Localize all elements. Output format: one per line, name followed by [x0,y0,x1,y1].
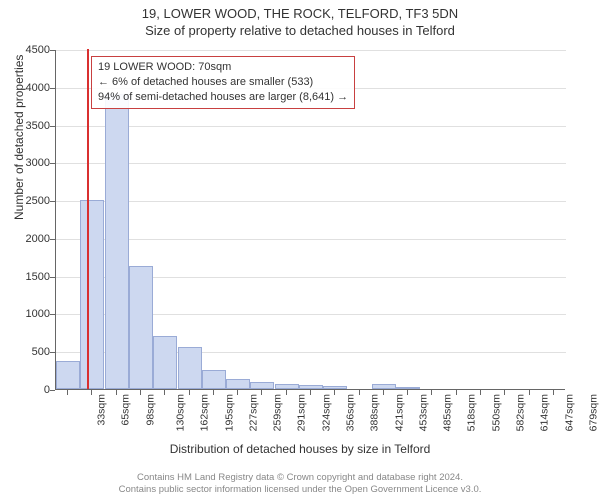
x-tick-label: 259sqm [272,394,284,431]
y-tick-mark [50,314,55,315]
histogram-bar [323,386,347,389]
x-tick-label: 518sqm [466,394,478,431]
histogram-bar [153,336,177,389]
x-tick-mark [407,390,408,395]
x-tick-label: 550sqm [490,394,502,431]
x-tick-mark [431,390,432,395]
x-tick-mark [261,390,262,395]
footer-line-1: Contains HM Land Registry data © Crown c… [0,472,600,484]
x-tick-mark [67,390,68,395]
x-axis-label: Distribution of detached houses by size … [0,442,600,456]
y-tick-label: 0 [44,384,50,396]
x-tick-mark [529,390,530,395]
x-tick-mark [383,390,384,395]
y-tick-mark [50,277,55,278]
histogram-bar [396,387,420,389]
y-tick-mark [50,352,55,353]
annotation-line-3: 94% of semi-detached houses are larger (… [98,90,348,105]
histogram-bar [299,385,323,389]
y-tick-label: 4500 [26,44,50,56]
x-tick-mark [553,390,554,395]
x-tick-mark [504,390,505,395]
x-tick-mark [213,390,214,395]
title-line-1: 19, LOWER WOOD, THE ROCK, TELFORD, TF3 5… [0,6,600,21]
x-tick-label: 291sqm [296,394,308,431]
y-tick-label: 2000 [26,233,50,245]
x-tick-label: 65sqm [120,394,132,426]
x-tick-label: 227sqm [247,394,259,431]
x-tick-label: 324sqm [320,394,332,431]
annotation-box: 19 LOWER WOOD: 70sqm ← 6% of detached ho… [91,56,355,109]
x-tick-label: 356sqm [344,394,356,431]
y-tick-label: 1000 [26,308,50,320]
annotation-line-1: 19 LOWER WOOD: 70sqm [98,60,348,75]
chart-container: 19, LOWER WOOD, THE ROCK, TELFORD, TF3 5… [0,0,600,500]
x-tick-mark [480,390,481,395]
x-tick-mark [140,390,141,395]
x-tick-label: 582sqm [514,394,526,431]
histogram-bar [226,379,250,389]
x-tick-label: 421sqm [393,394,405,431]
y-tick-label: 500 [32,346,50,358]
y-tick-mark [50,390,55,391]
histogram-bar [129,266,153,389]
x-tick-mark [334,390,335,395]
property-marker-line [87,49,89,389]
x-tick-label: 614sqm [539,394,551,431]
x-tick-label: 33sqm [96,394,108,426]
y-tick-label: 3000 [26,157,50,169]
y-tick-label: 4000 [26,82,50,94]
y-tick-mark [50,239,55,240]
footer-line-2: Contains public sector information licen… [0,484,600,496]
x-tick-label: 162sqm [199,394,211,431]
histogram-bar [178,347,202,389]
y-tick-mark [50,201,55,202]
x-tick-label: 98sqm [144,394,156,426]
chart-plot: 19 LOWER WOOD: 70sqm ← 6% of detached ho… [55,50,565,390]
x-tick-label: 485sqm [442,394,454,431]
x-tick-label: 388sqm [369,394,381,431]
y-tick-mark [50,88,55,89]
histogram-bar [250,382,274,389]
histogram-bar [202,370,226,389]
x-tick-mark [164,390,165,395]
x-tick-label: 647sqm [563,394,575,431]
x-tick-mark [286,390,287,395]
title-block: 19, LOWER WOOD, THE ROCK, TELFORD, TF3 5… [0,0,600,38]
y-tick-mark [50,126,55,127]
plot-area: 19 LOWER WOOD: 70sqm ← 6% of detached ho… [55,50,565,390]
x-tick-mark [310,390,311,395]
histogram-bar [372,384,396,389]
x-tick-label: 195sqm [223,394,235,431]
y-tick-label: 2500 [26,195,50,207]
y-axis-label: Number of detached properties [12,55,26,220]
x-tick-label: 130sqm [174,394,186,431]
x-tick-label: 679sqm [587,394,599,431]
histogram-bar [56,361,80,389]
y-tick-label: 1500 [26,271,50,283]
x-tick-mark [359,390,360,395]
histogram-bar [105,94,129,389]
y-tick-mark [50,50,55,51]
y-tick-mark [50,163,55,164]
x-tick-mark [456,390,457,395]
x-tick-mark [116,390,117,395]
x-tick-mark [91,390,92,395]
histogram-bar [80,200,104,389]
x-tick-mark [189,390,190,395]
annotation-line-2: ← 6% of detached houses are smaller (533… [98,75,348,90]
y-tick-label: 3500 [26,120,50,132]
x-tick-label: 453sqm [417,394,429,431]
x-tick-mark [237,390,238,395]
title-line-2: Size of property relative to detached ho… [0,23,600,38]
footer-attribution: Contains HM Land Registry data © Crown c… [0,472,600,496]
histogram-bar [275,384,299,389]
